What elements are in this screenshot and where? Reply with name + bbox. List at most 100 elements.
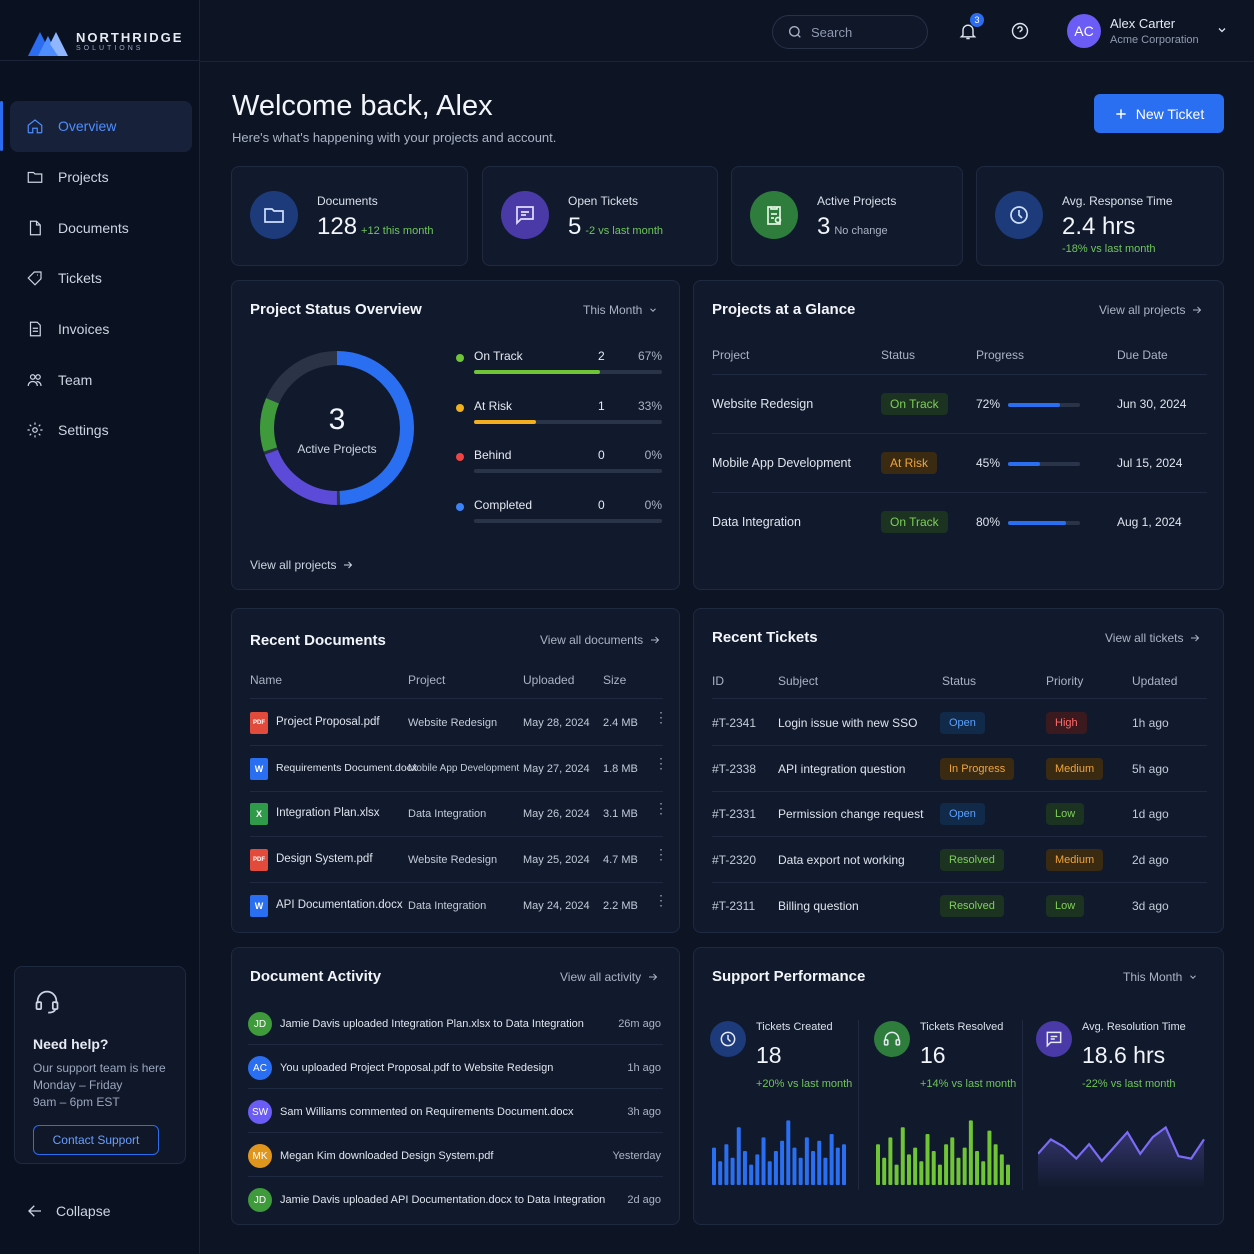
avatar: JD: [248, 1188, 272, 1212]
view-all-documents-link[interactable]: View all documents: [540, 633, 661, 647]
period-selector[interactable]: This Month: [1123, 970, 1198, 984]
avatar[interactable]: AC: [1067, 14, 1101, 48]
view-all-projects-link[interactable]: View all projects: [1099, 303, 1203, 317]
column-header: Uploaded: [523, 673, 575, 687]
activity-time: Yesterday: [612, 1150, 661, 1162]
clock-icon: [720, 1031, 736, 1047]
divider: [712, 374, 1207, 375]
user-menu-toggle[interactable]: [1216, 24, 1228, 39]
status-badge: In Progress: [940, 757, 1015, 780]
legend-percent: 0%: [644, 448, 662, 462]
sparkline-bar: [968, 1120, 973, 1185]
more-options-icon[interactable]: ⋮: [654, 846, 668, 863]
legend-label: At Risk: [474, 398, 513, 413]
sparkline-bar: [981, 1161, 986, 1185]
metric-value: 18.6 hrs: [1082, 1042, 1166, 1068]
sparkline-bar: [773, 1151, 778, 1185]
document-name[interactable]: Project Proposal.pdf: [276, 716, 380, 728]
document-name[interactable]: Requirements Document.docx: [276, 761, 418, 774]
search-input[interactable]: Search: [772, 15, 928, 49]
document-project: Data Integration: [408, 899, 487, 912]
stat-icon-wrap: [750, 191, 798, 239]
document-name[interactable]: API Documentation.docx: [276, 898, 403, 911]
avatar: JD: [248, 1012, 272, 1036]
legend-dot: [456, 502, 464, 511]
period-selector[interactable]: This Month: [583, 303, 658, 317]
sparkline-bar: [736, 1127, 741, 1185]
divider: [712, 433, 1207, 434]
link-label: View all tickets: [1105, 631, 1184, 645]
brand-subtitle: SOLUTIONS: [76, 45, 144, 52]
ticket-subject[interactable]: Data export not working: [778, 853, 905, 868]
metric-label: Avg. Resolution Time: [1082, 1021, 1186, 1033]
sidebar-item-tickets[interactable]: Tickets: [10, 253, 192, 304]
sidebar-item-overview[interactable]: Overview: [10, 101, 192, 152]
stat-card[interactable]: Avg. Response Time 2.4 hrs -18% vs last mo…: [976, 166, 1224, 266]
sidebar-item-team[interactable]: Team: [10, 354, 192, 405]
arrow-right-icon: [651, 636, 660, 644]
ticket-icon: [27, 271, 42, 287]
more-options-icon[interactable]: ⋮: [654, 800, 668, 817]
help-button[interactable]: [1010, 21, 1030, 44]
progress-value: 80%: [976, 515, 1001, 529]
ticket-subject[interactable]: API integration question: [778, 761, 906, 776]
upload-date: May 25, 2024: [523, 854, 590, 867]
ticket-subject[interactable]: Billing question: [778, 898, 859, 913]
sidebar-item-projects[interactable]: Projects: [10, 152, 192, 203]
more-options-icon[interactable]: ⋮: [654, 709, 668, 725]
stat-card[interactable]: Documents 128 +12 this month: [231, 166, 468, 266]
metric-icon-wrap: [874, 1021, 910, 1057]
stat-card[interactable]: Open Tickets 5 -2 vs last month: [482, 166, 718, 266]
document-name[interactable]: Design System.pdf: [276, 853, 373, 866]
sidebar-item-invoices[interactable]: Invoices: [10, 304, 192, 355]
notifications-button[interactable]: 3: [958, 13, 984, 45]
ticket-updated: 5h ago: [1132, 761, 1169, 776]
sidebar-item-settings[interactable]: Settings: [10, 405, 192, 456]
more-options-icon[interactable]: ⋮: [654, 754, 668, 771]
sidebar-item-label: Projects: [58, 169, 109, 186]
view-all-activity-link[interactable]: View all activity: [560, 970, 659, 984]
sidebar-item-label: Documents: [58, 219, 129, 236]
file-type-icon: W: [250, 757, 268, 780]
sidebar-item-documents[interactable]: Documents: [10, 202, 192, 253]
divider: [1022, 1020, 1023, 1190]
view-all-tickets-link[interactable]: View all tickets: [1105, 631, 1201, 645]
legend-count: 2: [598, 349, 605, 363]
avatar: MK: [248, 1144, 272, 1168]
view-all-projects-link[interactable]: View all projects: [250, 558, 354, 572]
stat-value: 5 -2 vs last month: [568, 213, 663, 241]
stat-card[interactable]: Active Projects 3 No change: [731, 166, 963, 266]
brand-name: NORTHRIDGE: [76, 30, 184, 45]
brand-logo[interactable]: NORTHRIDGE SOLUTIONS: [28, 28, 183, 56]
home-icon: [27, 119, 43, 134]
donut-center-label: Active Projects: [297, 442, 377, 456]
document-icon: [29, 220, 41, 236]
recent-tickets-card: Recent Tickets View all tickets ID Subjec…: [693, 608, 1224, 933]
activity-text: Sam Williams commented on Requirements D…: [280, 1106, 574, 1118]
headset-icon: [883, 1031, 901, 1046]
stat-value: 2.4 hrs -18% vs last month: [1062, 213, 1156, 255]
ticket-subject[interactable]: Permission change request: [778, 807, 924, 822]
legend-percent: 67%: [637, 349, 662, 363]
arrow-left-icon: [28, 1205, 41, 1217]
divider: [250, 745, 663, 746]
help-line: Monday – Friday: [33, 1078, 123, 1092]
contact-support-button[interactable]: Contact Support: [33, 1125, 159, 1155]
chevron-down-icon: [1190, 975, 1197, 979]
legend-dot: [456, 354, 464, 362]
sparkline-bar: [742, 1151, 747, 1185]
sidebar-item-label: Invoices: [58, 321, 110, 338]
more-options-icon[interactable]: ⋮: [654, 891, 668, 908]
sparkline-bar: [906, 1154, 911, 1185]
collapse-button[interactable]: Collapse: [26, 1202, 110, 1220]
column-header: Status: [881, 348, 916, 362]
status-donut-chart: [260, 351, 414, 505]
new-ticket-button[interactable]: New Ticket: [1094, 94, 1224, 133]
column-header: ID: [712, 674, 724, 688]
document-name[interactable]: Integration Plan.xlsx: [276, 807, 380, 820]
ticket-subject[interactable]: Login issue with new SSO: [778, 716, 918, 730]
user-name[interactable]: Alex Carter: [1110, 16, 1176, 31]
invoice-icon: [29, 321, 41, 337]
document-project: Website Redesign: [408, 717, 498, 729]
file-size: 1.8 MB: [603, 762, 638, 775]
